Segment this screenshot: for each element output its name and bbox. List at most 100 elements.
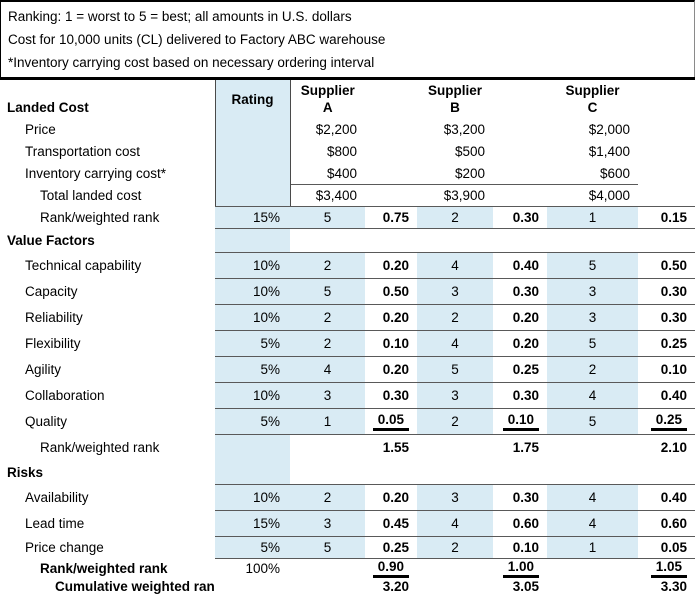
table-row-risk-rank: Rank/weighted rank 100% 0.90 1.00 1.05 [0, 559, 695, 579]
spacer-cell [417, 228, 493, 253]
row-label: Technical capability [25, 258, 142, 273]
rating-cell [214, 184, 291, 207]
rating-cell: 5% [215, 330, 290, 357]
rank-a: 5 [290, 536, 365, 559]
weighted-b: 0.10 [493, 408, 547, 435]
spacer-cell [417, 435, 493, 460]
rank-a: 2 [290, 252, 365, 279]
row-label: Cumulative weighted rank [55, 578, 215, 594]
inventory-b: $200 [417, 162, 493, 185]
rank-b: 4 [417, 252, 493, 279]
weighted-c: 0.40 [638, 484, 695, 511]
weighted-c: 0.40 [638, 382, 695, 409]
spacer-cell [638, 79, 695, 119]
rank-b: 3 [417, 484, 493, 511]
rank-c: 5 [547, 330, 638, 357]
weighted-c: 0.15 [638, 206, 695, 229]
rank-a: 2 [290, 304, 365, 331]
table-row-reliability: Reliability 10% 2 0.20 2 0.20 3 0.30 [0, 304, 695, 331]
weighted-a: 0.30 [365, 382, 417, 409]
rating-column-header: Rating [214, 78, 291, 119]
weighted-sum-underline: 1.05 [650, 559, 687, 578]
weighted-a: 0.75 [365, 206, 417, 229]
rating-cell [214, 118, 291, 141]
rank-c: 1 [547, 206, 638, 229]
rank-c: 3 [547, 304, 638, 331]
weighted-c: 0.25 [638, 408, 695, 435]
row-label: Rank/weighted rank [40, 560, 168, 576]
weighted-c: 0.50 [638, 252, 695, 279]
rating-cell: 15% [215, 510, 290, 537]
supplier-b-letter: B [450, 100, 460, 116]
rating-cell: 5% [215, 536, 290, 559]
weighted-a: 0.90 [365, 559, 417, 578]
rank-b: 3 [417, 382, 493, 409]
supplier-b-name: Supplier [427, 83, 482, 99]
table-row-quality: Quality 5% 1 0.05 2 0.10 5 0.25 [0, 408, 695, 435]
rating-cell: 15% [215, 206, 290, 229]
total-a: $3,400 [290, 184, 365, 207]
weighted-b: 0.30 [493, 382, 547, 409]
weighted-a: 0.20 [365, 304, 417, 331]
total-b: $3,900 [417, 184, 493, 207]
row-label: Quality [25, 414, 68, 429]
spacer-cell [638, 184, 695, 207]
section-row-value-factors: Value Factors [0, 228, 695, 253]
weighted-b: 0.40 [493, 252, 547, 279]
rank-b: 4 [417, 330, 493, 357]
rank-a: 3 [290, 382, 365, 409]
weighted-a: 0.10 [365, 330, 417, 357]
price-b: $3,200 [443, 122, 485, 137]
weighted-c: 3.30 [660, 578, 687, 594]
supplier-c-letter: C [587, 100, 598, 116]
spacer-cell [638, 163, 695, 185]
spacer-cell [638, 228, 695, 253]
rank-c: 5 [547, 408, 638, 435]
rating-cell [215, 434, 290, 460]
rank-c: 1 [547, 536, 638, 559]
spacer-cell [493, 184, 547, 207]
row-label: Capacity [25, 284, 78, 299]
weighted-b: 0.20 [493, 304, 547, 331]
spacer-cell [493, 79, 547, 119]
table-row-value-rank: Rank/weighted rank 1.55 1.75 2.10 [0, 434, 695, 460]
spacer-cell [547, 459, 638, 485]
spacer-cell [547, 228, 638, 253]
section-row-risks: Risks [0, 459, 695, 485]
supplier-b-header: Supplier B [417, 79, 493, 119]
row-label: Agility [25, 362, 62, 377]
row-label: Flexibility [25, 336, 81, 351]
row-label: Lead time [25, 516, 85, 531]
spacer-cell [365, 459, 417, 485]
weighted-b: 0.30 [493, 206, 547, 229]
spacer-cell [417, 559, 493, 579]
weighted-c: 0.05 [638, 536, 695, 559]
spacer-cell [417, 578, 493, 594]
row-label: Rank/weighted rank [40, 210, 160, 225]
row-label: Reliability [25, 310, 83, 325]
rank-c: 4 [547, 484, 638, 511]
weighted-b: 0.60 [493, 510, 547, 537]
rank-b: 2 [417, 206, 493, 229]
spacer-cell [290, 559, 365, 579]
rank-a: 5 [290, 206, 365, 229]
rank-b: 4 [417, 510, 493, 537]
transport-c: $1,400 [588, 144, 630, 159]
rank-b: 3 [417, 278, 493, 305]
rating-cell: 10% [215, 484, 290, 511]
spacer-cell [365, 184, 417, 207]
row-label: Rank/weighted rank [40, 439, 160, 455]
row-label: Collaboration [25, 388, 105, 403]
weighted-c: 1.05 [638, 559, 695, 578]
rating-cell: 10% [215, 382, 290, 409]
rank-b: 2 [417, 536, 493, 559]
rating-cell: 5% [215, 356, 290, 383]
rank-c: 4 [547, 510, 638, 537]
spacer-cell [547, 578, 638, 594]
rank-c: 2 [547, 356, 638, 383]
spacer-cell [365, 79, 417, 119]
supplier-c-header: Supplier C [547, 79, 638, 119]
table-row-agility: Agility 5% 4 0.20 5 0.25 2 0.10 [0, 356, 695, 383]
notes-box: Ranking: 1 = worst to 5 = best; all amou… [0, 0, 695, 77]
rank-a: 3 [290, 510, 365, 537]
